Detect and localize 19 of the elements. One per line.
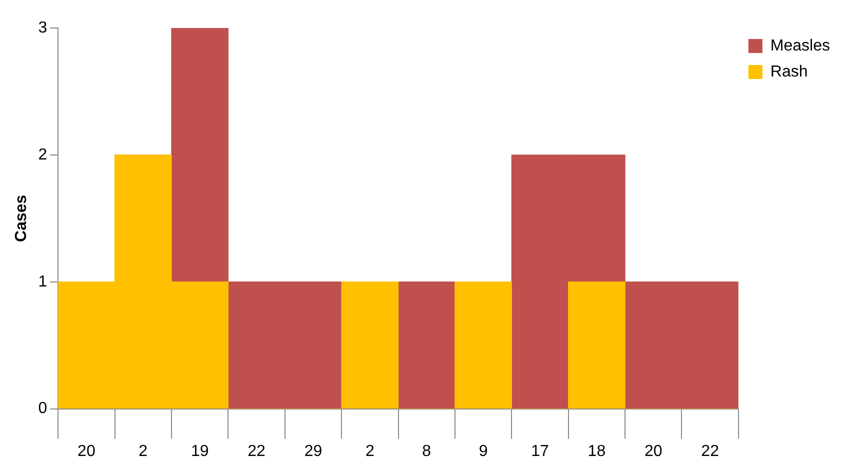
y-tick-label: 3 [38,19,48,36]
legend-label: Measles [770,37,830,54]
x-tick-label: 2 [138,442,148,460]
legend-label: Rash [770,63,808,80]
x-tick-label: 29 [304,442,322,460]
y-tick-label: 1 [38,273,48,290]
y-tick-label: 2 [38,146,48,164]
x-tick-label: 22 [701,442,720,460]
x-tick-label: 9 [478,442,488,460]
x-tick-label: 20 [644,442,662,460]
y-tick-label: 0 [38,400,48,418]
x-tick-label: 2 [365,442,374,460]
y-axis-title: Cases [13,194,30,242]
x-tick-label: 17 [531,442,549,460]
x-tick-label: 8 [422,442,432,460]
x-tick-label: 18 [588,442,606,460]
x-tick-label: 20 [78,442,96,460]
x-tick-label: 22 [248,442,266,460]
x-tick-label: 19 [190,442,209,460]
